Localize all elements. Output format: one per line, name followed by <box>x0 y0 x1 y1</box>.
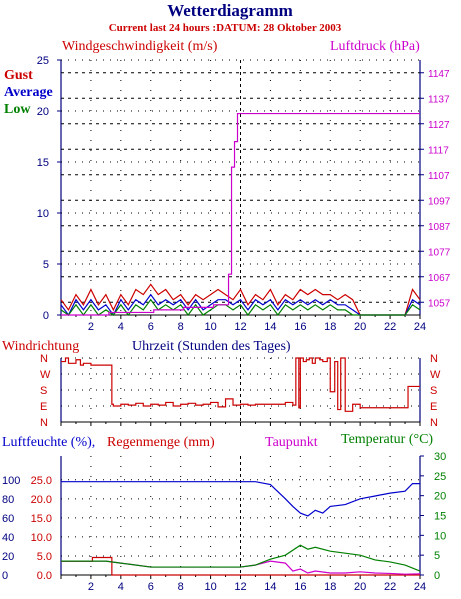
humidity-xtick-label: 6 <box>148 581 154 593</box>
wind-xtick-label: 12 <box>234 321 246 333</box>
wind-ytick-label: 0 <box>43 310 49 322</box>
temperature-title: Temperatur (°C) <box>341 432 433 447</box>
humidity-plot-area: 0 20 40 60 80 100 0.0 5.0 10.0 15.0 20.0 25.0 0 5 10 15… <box>2 451 446 593</box>
humidity-xtick-label: 10 <box>204 581 216 593</box>
legend-average: Average <box>4 85 53 100</box>
direction-ytick-label-right: S <box>430 385 437 397</box>
wind-xtick-label: 6 <box>148 321 154 333</box>
series-luftfeuchte-line <box>61 481 420 517</box>
humidity-xtick-label: 8 <box>178 581 184 593</box>
pressure-ytick-label: 1137 <box>428 94 450 105</box>
rain-ytick-label: 10.0 <box>31 532 52 544</box>
pressure-ytick-label: 1117 <box>428 145 449 156</box>
humidity-xtick-label: 14 <box>264 581 276 593</box>
wind-title: Windgeschwindigkeit (m/s) <box>62 39 218 54</box>
direction-ytick-label-left: N <box>40 417 48 429</box>
rain-ytick-label: 5.0 <box>37 551 52 563</box>
series-luftdruck-line <box>61 112 420 316</box>
direction-ytick-label-right: N <box>430 353 438 365</box>
wind-xtick-label: 16 <box>294 321 306 333</box>
wind-ytick-label: 5 <box>43 259 49 271</box>
direction-title: Windrichtung <box>2 339 79 354</box>
temperature-ytick-label: 30 <box>434 451 446 463</box>
wind-xtick-label: 20 <box>354 321 366 333</box>
pressure-ytick-label: 1077 <box>428 247 451 258</box>
humidity-ytick-label: 100 <box>2 475 20 487</box>
humidity-ytick-label: 40 <box>2 532 14 544</box>
wind-xtick-label: 10 <box>204 321 216 333</box>
temperature-ytick-label: 25 <box>434 471 446 483</box>
wind-xtick-label: 8 <box>178 321 184 333</box>
legend-low: Low <box>4 102 31 117</box>
wind-ytick-label: 20 <box>37 106 49 118</box>
dewpoint-title: Taupunkt <box>265 435 318 450</box>
humidity-xtick-label: 16 <box>294 581 306 593</box>
wind-series-group <box>60 112 421 317</box>
pressure-title: Luftdruck (hPa) <box>330 39 420 54</box>
humidity-ytick-label: 0 <box>2 570 8 582</box>
rain-ytick-label: 15.0 <box>31 513 52 525</box>
direction-ytick-label-left: N <box>40 353 48 365</box>
legend-gust: Gust <box>4 68 33 83</box>
humidity-title-part2: Regenmenge (mm) <box>107 435 215 450</box>
wind-ytick-label: 25 <box>37 55 49 67</box>
pressure-ytick-label: 1107 <box>428 171 450 182</box>
direction-ytick-label-right: N <box>430 417 438 429</box>
temperature-ytick-label: 10 <box>434 530 446 542</box>
wind-xtick-label: 18 <box>324 321 336 333</box>
humidity-xtick-label: 20 <box>354 581 366 593</box>
page-subtitle: Current last 24 hours :DATUM: 28 Oktober… <box>109 22 342 34</box>
pressure-ytick-label: 1147 <box>428 69 450 80</box>
series-windrichtung-line <box>61 357 420 412</box>
pressure-ytick-label: 1067 <box>428 273 451 284</box>
humidity-ytick-label: 20 <box>2 551 14 563</box>
humidity-xtick-label: 18 <box>324 581 336 593</box>
temperature-ytick-label: 5 <box>434 550 440 562</box>
pressure-ytick-label: 1127 <box>428 120 450 131</box>
wind-plot-area: 0 5 10 15 20 25 1057 1067 1077 1087 1097 1107 1117 11… <box>37 55 451 333</box>
wind-xtick-label: 4 <box>118 321 124 333</box>
direction-ytick-label-left: E <box>40 401 47 413</box>
direction-ytick-label-left: S <box>40 385 47 397</box>
wind-xtick-label: 24 <box>414 321 426 333</box>
direction-plot-area: N NW WS SE EN N <box>40 353 441 429</box>
pressure-ytick-label: 1087 <box>428 222 451 233</box>
humidity-ytick-label: 80 <box>2 494 14 506</box>
direction-ytick-label-left: W <box>40 369 51 381</box>
wind-ytick-label: 10 <box>37 208 49 220</box>
rain-ytick-label: 25.0 <box>31 475 52 487</box>
direction-series-group <box>61 357 420 412</box>
wind-xtick-label: 2 <box>88 321 94 333</box>
humidity-xtick-label: 22 <box>384 581 396 593</box>
direction-ytick-label-right: E <box>430 401 437 413</box>
temperature-ytick-label: 0 <box>434 570 440 582</box>
direction-ytick-label-right: W <box>430 369 441 381</box>
wind-xtick-label: 22 <box>384 321 396 333</box>
rain-ytick-label: 20.0 <box>31 494 52 506</box>
rain-ytick-label: 0.0 <box>37 570 52 582</box>
temperature-ytick-label: 15 <box>434 511 446 523</box>
humidity-xtick-label: 12 <box>234 581 246 593</box>
series-low-line <box>60 298 421 317</box>
humidity-series-group <box>61 481 421 576</box>
page-title: Wetterdiagramm <box>167 1 293 20</box>
pressure-ytick-label: 1097 <box>428 196 451 207</box>
series-temperatur-line <box>61 544 421 572</box>
humidity-xtick-label: 24 <box>414 581 426 593</box>
temperature-ytick-label: 20 <box>434 491 446 503</box>
humidity-ytick-label: 60 <box>2 513 14 525</box>
wind-ytick-label: 15 <box>37 157 49 169</box>
humidity-xtick-label: 2 <box>88 581 94 593</box>
wind-xtick-label: 14 <box>264 321 276 333</box>
pressure-ytick-label: 1057 <box>428 298 451 309</box>
humidity-title-part1: Luftfeuchte (%), <box>2 435 95 450</box>
humidity-xtick-label: 4 <box>118 581 124 593</box>
direction-xlabel: Uhrzeit (Stunden des Tages) <box>132 339 291 354</box>
